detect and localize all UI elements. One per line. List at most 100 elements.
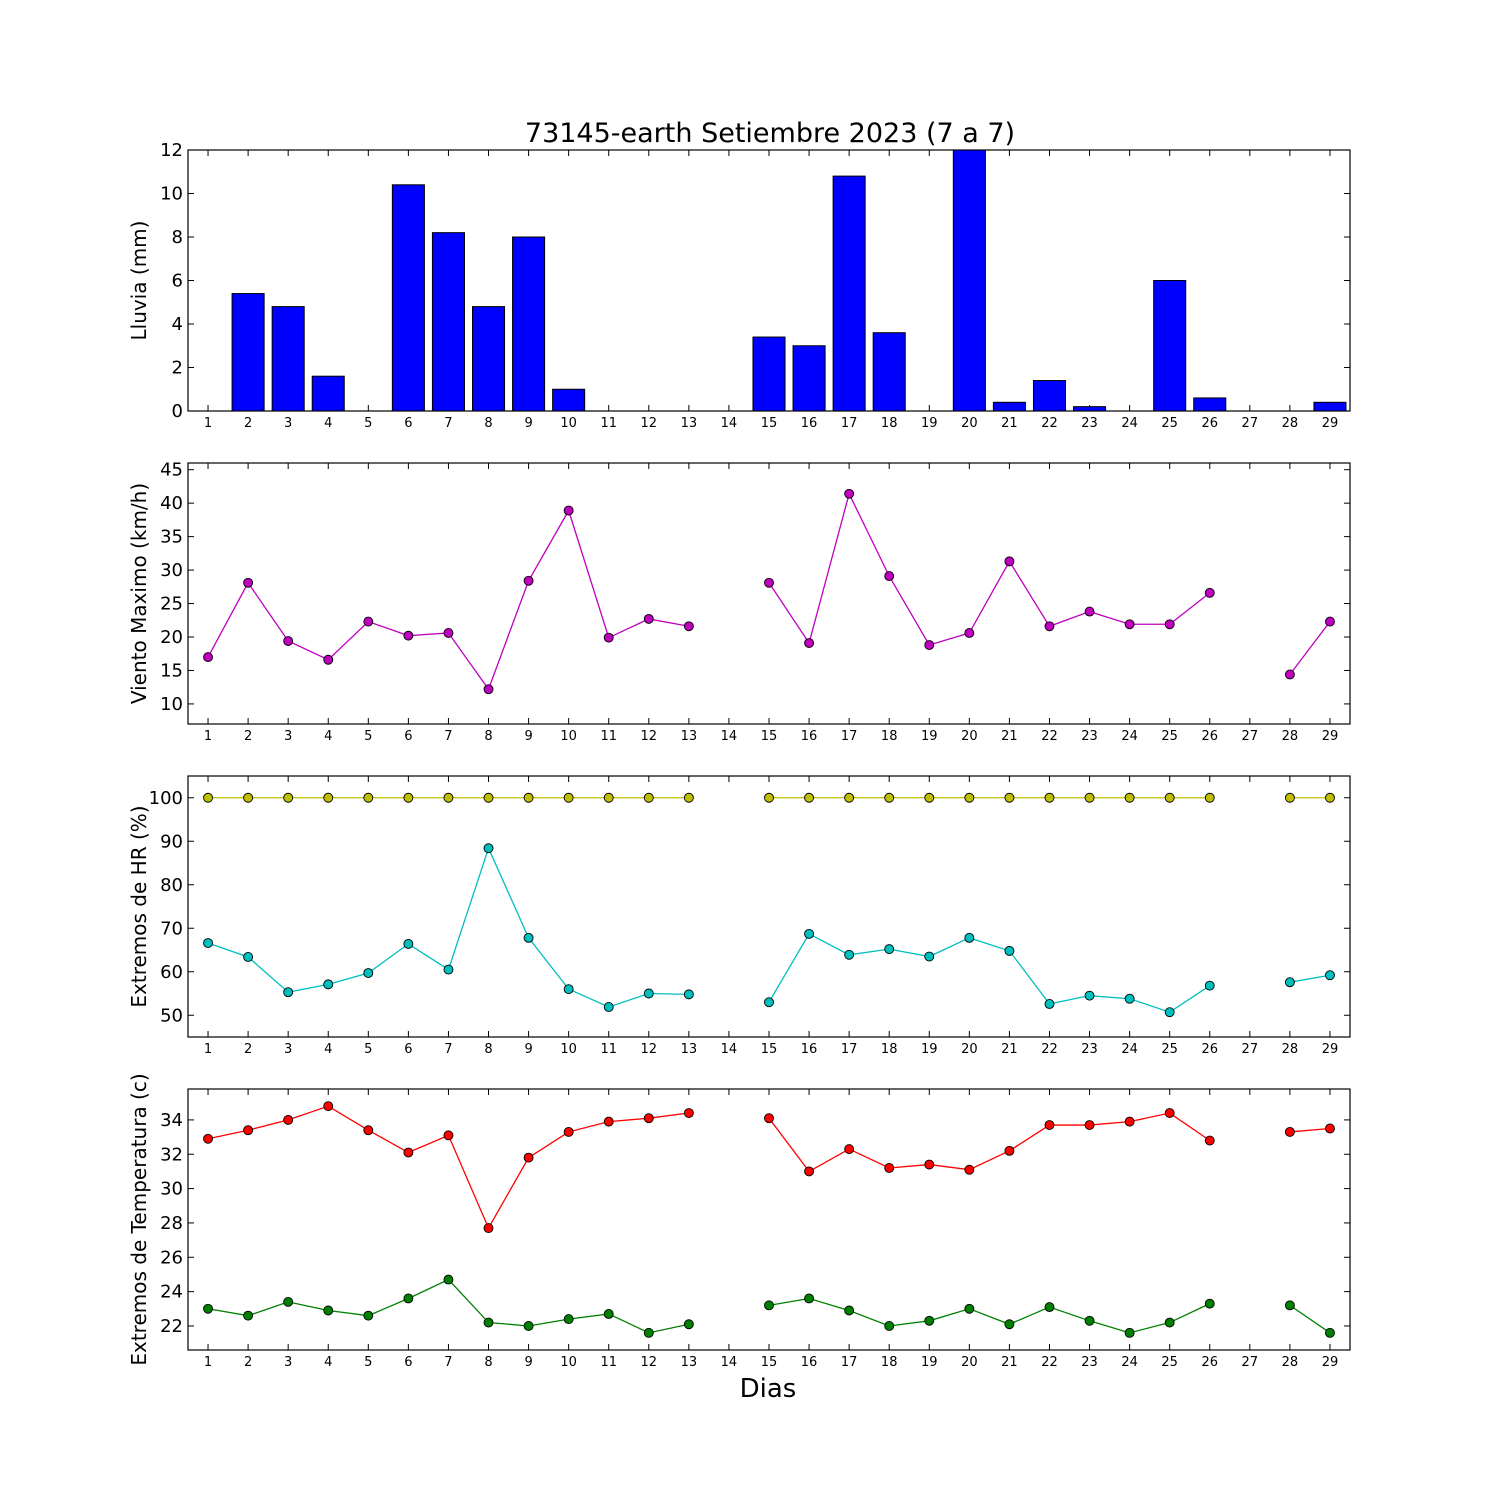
- series-2-point-day-8: [483, 843, 494, 854]
- series-1-point-day-13: [683, 1108, 694, 1118]
- series-1-point-day-28: [1284, 1126, 1295, 1137]
- series-2-point-day-11: [603, 1002, 614, 1012]
- x-tick-label: 20: [961, 1355, 978, 1370]
- bar-day-6: [391, 184, 425, 412]
- series-1-point-day-15: [764, 1113, 774, 1124]
- x-tick-label: 10: [560, 729, 577, 744]
- series-1-point-day-19: [924, 1159, 935, 1170]
- series-1-point-day-12: [643, 613, 654, 624]
- series-2-point-day-24: [1124, 993, 1135, 1004]
- y-tick-label: 60: [160, 962, 183, 983]
- plot-frame: [187, 462, 1351, 725]
- series-1-point-day-21: [1004, 792, 1015, 803]
- x-tick-label: 15: [761, 1042, 778, 1057]
- x-tick-label: 14: [721, 1355, 738, 1370]
- series-2-point-day-16: [804, 1293, 815, 1304]
- series-2-point-day-5: [363, 1310, 374, 1321]
- x-tick-label: 23: [1081, 416, 1098, 431]
- series-1-point-day-17: [844, 1144, 855, 1155]
- x-tick-label: 4: [324, 416, 332, 431]
- series-2-point-day-26: [1204, 1298, 1215, 1309]
- bar-day-25: [1153, 280, 1187, 412]
- series-1-point-day-13: [683, 792, 694, 803]
- series-1-line: [1289, 1127, 1331, 1133]
- x-tick-label: 29: [1322, 729, 1339, 744]
- x-tick-label: 13: [681, 1042, 698, 1057]
- x-tick-label: 27: [1242, 416, 1259, 431]
- series-1-point-day-6: [403, 792, 414, 803]
- x-tick-label: 29: [1322, 416, 1339, 431]
- bar-day-16: [792, 345, 826, 412]
- plot-frame: [187, 149, 1351, 412]
- x-tick-label: 14: [721, 1042, 738, 1057]
- series-2-point-day-19: [924, 1315, 935, 1326]
- x-axis-label: Dias: [740, 1374, 797, 1404]
- series-1-point-day-12: [643, 1113, 654, 1124]
- series-2-point-day-7: [443, 1274, 454, 1285]
- series-1-point-day-26: [1204, 792, 1215, 803]
- x-tick-label: 24: [1121, 729, 1138, 744]
- series-2-point-day-22: [1044, 1302, 1055, 1313]
- series-2-point-day-26: [1204, 980, 1215, 991]
- series-2-point-day-13: [683, 1319, 694, 1330]
- series-2-point-day-10: [563, 1314, 574, 1325]
- series-2-point-day-12: [643, 988, 654, 999]
- x-tick-label: 6: [404, 729, 412, 744]
- y-tick-label: 0: [172, 401, 183, 422]
- x-tick-label: 12: [641, 1355, 658, 1370]
- x-tick-label: 25: [1161, 416, 1178, 431]
- x-tick-label: 26: [1201, 1042, 1218, 1057]
- series-2-point-day-6: [403, 938, 414, 949]
- series-2-point-day-1: [203, 1303, 213, 1314]
- x-tick-label: 4: [324, 1355, 332, 1370]
- series-1-point-day-2: [243, 577, 254, 588]
- series-1-point-day-6: [403, 630, 414, 641]
- x-tick-label: 26: [1201, 416, 1218, 431]
- y-tick-label: 25: [160, 594, 183, 615]
- x-tick-label: 2: [244, 1042, 252, 1057]
- series-2-point-day-16: [804, 928, 815, 939]
- y-tick-label: 15: [160, 660, 183, 681]
- plot-frame: [187, 1088, 1351, 1351]
- series-1-point-day-2: [243, 1125, 254, 1136]
- x-tick-label: 27: [1242, 1042, 1259, 1057]
- series-2-line: [207, 1278, 689, 1334]
- y-axis-label: Extremos de HR (%): [127, 805, 151, 1007]
- x-tick-label: 10: [560, 416, 577, 431]
- series-1-point-day-8: [483, 792, 494, 803]
- series-1-point-day-15: [764, 577, 774, 588]
- series-1-point-day-9: [523, 792, 534, 803]
- bar-day-15: [752, 336, 786, 412]
- series-1-point-day-3: [283, 636, 294, 646]
- y-tick-label: 50: [160, 1005, 183, 1026]
- chart-title: 73145-earth Setiembre 2023 (7 a 7): [525, 118, 1015, 149]
- series-2-point-day-4: [323, 979, 334, 990]
- series-1-point-day-16: [804, 1166, 815, 1177]
- series-1-line: [207, 1105, 689, 1230]
- x-tick-label: 8: [484, 416, 492, 431]
- x-tick-label: 6: [404, 416, 412, 431]
- y-tick-label: 22: [160, 1316, 183, 1337]
- series-1-point-day-1: [203, 792, 213, 803]
- series-1-point-day-4: [323, 792, 334, 803]
- series-1-point-day-8: [483, 1223, 494, 1234]
- x-tick-label: 28: [1282, 1355, 1299, 1370]
- series-1-point-day-17: [844, 488, 855, 499]
- x-tick-label: 7: [444, 416, 452, 431]
- series-2-point-day-22: [1044, 998, 1055, 1009]
- x-tick-label: 6: [404, 1355, 412, 1370]
- x-tick-label: 15: [761, 729, 778, 744]
- x-tick-label: 13: [681, 1355, 698, 1370]
- series-2-point-day-21: [1004, 945, 1015, 956]
- x-tick-label: 19: [921, 729, 938, 744]
- bar-day-26: [1193, 397, 1227, 412]
- series-1-point-day-28: [1284, 669, 1295, 680]
- series-1-point-day-9: [523, 575, 534, 586]
- series-1-point-day-17: [844, 792, 855, 803]
- x-tick-label: 11: [600, 729, 617, 744]
- plot-frame: [187, 775, 1351, 1038]
- y-tick-label: 100: [149, 788, 183, 809]
- x-tick-label: 21: [1001, 1355, 1018, 1370]
